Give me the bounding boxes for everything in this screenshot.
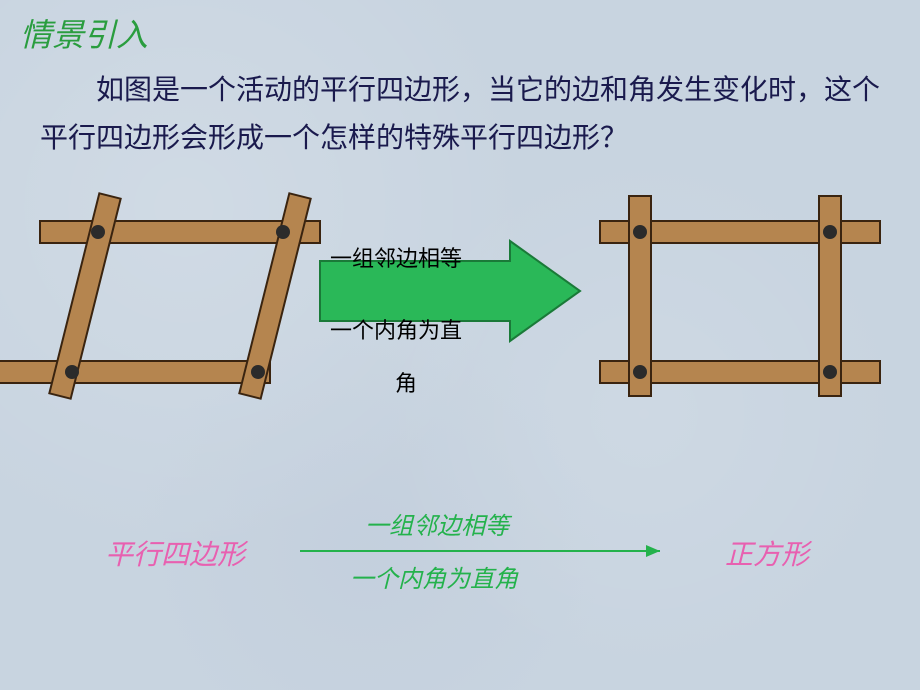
arrow-label-bottom-char: 角 xyxy=(395,366,417,398)
bottom-row: 平行四边形 一组邻边相等 一个内角为直角 正方形 xyxy=(0,491,920,611)
section-title: 情景引入 xyxy=(0,0,920,56)
diagram-area: 一组邻边相等 一个内角为直 角 xyxy=(0,191,920,471)
arrow-label-top: 一组邻边相等 xyxy=(330,241,462,273)
intro-paragraph: 如图是一个活动的平行四边形，当它的边和角发生变化时，这个平行四边形会形成一个怎样… xyxy=(0,56,920,161)
bottom-arrow-bottom-label: 一个内角为直角 xyxy=(350,559,518,594)
label-square: 正方形 xyxy=(725,533,809,573)
arrow-label-mid: 一个内角为直 xyxy=(330,313,462,345)
